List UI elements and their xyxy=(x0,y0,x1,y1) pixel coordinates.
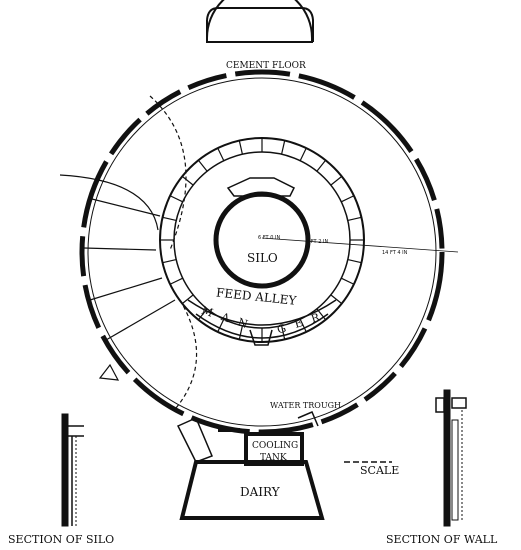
manger-divider xyxy=(162,216,177,222)
manger-divider xyxy=(347,216,362,222)
manger-divider xyxy=(299,319,307,333)
manger-divider xyxy=(341,277,355,285)
scale-bar: SCALE xyxy=(344,461,399,477)
manger-divider xyxy=(181,294,194,305)
dim-silo-outer: 6 FT 2 IN xyxy=(306,239,328,245)
manger-divider xyxy=(330,294,343,305)
manger-divider xyxy=(169,195,183,203)
manger-divider xyxy=(330,175,343,186)
manger-blocks xyxy=(160,138,364,342)
manger-divider xyxy=(280,140,286,155)
manger-divider xyxy=(197,159,208,172)
manger-divider xyxy=(217,319,225,333)
manger-divider xyxy=(299,147,307,161)
manger-divider xyxy=(280,325,286,340)
wall-section-detail xyxy=(435,389,467,527)
cooling-label: COOLING xyxy=(252,441,298,451)
feed-alley-label: FEED ALLEY xyxy=(215,285,298,307)
cement-floor-projection xyxy=(206,0,314,43)
manger-divider xyxy=(238,325,244,340)
manger-divider xyxy=(169,277,183,285)
manger-band: M A N G E R xyxy=(187,299,337,346)
manger-right-label: G E R xyxy=(275,310,324,337)
manger-divider xyxy=(316,159,327,172)
manger-divider xyxy=(217,147,225,161)
tank-label: TANK xyxy=(260,453,287,463)
dimension-lines: 6 FT 0 IN 6 FT 2 IN 14 FT 4 IN xyxy=(258,235,459,256)
bottom-structures xyxy=(176,411,325,520)
scale-label: SCALE xyxy=(360,464,399,477)
manger-divider xyxy=(181,175,194,186)
silo: SILO xyxy=(213,177,311,289)
feed-alley-ring xyxy=(159,137,365,343)
manger-divider xyxy=(347,258,362,264)
manger-left-label: M A N xyxy=(200,304,252,332)
manger-divider xyxy=(238,140,244,155)
dim-silo-inner: 6 FT 0 IN xyxy=(258,235,280,241)
dairy-label: DAIRY xyxy=(240,485,281,499)
silo-section-detail xyxy=(61,413,84,527)
section-of-wall-label: SECTION OF WALL xyxy=(386,533,498,546)
water-trough-label: WATER TROUGH xyxy=(270,401,341,410)
cement-floor-label: CEMENT FLOOR xyxy=(226,61,306,71)
section-of-silo-label: SECTION OF SILO xyxy=(8,533,114,546)
manger-divider xyxy=(341,195,355,203)
manger-divider xyxy=(162,258,177,264)
dim-outer: 14 FT 4 IN xyxy=(382,250,408,256)
silo-label: SILO xyxy=(247,251,278,265)
stall-partitions xyxy=(59,95,198,409)
